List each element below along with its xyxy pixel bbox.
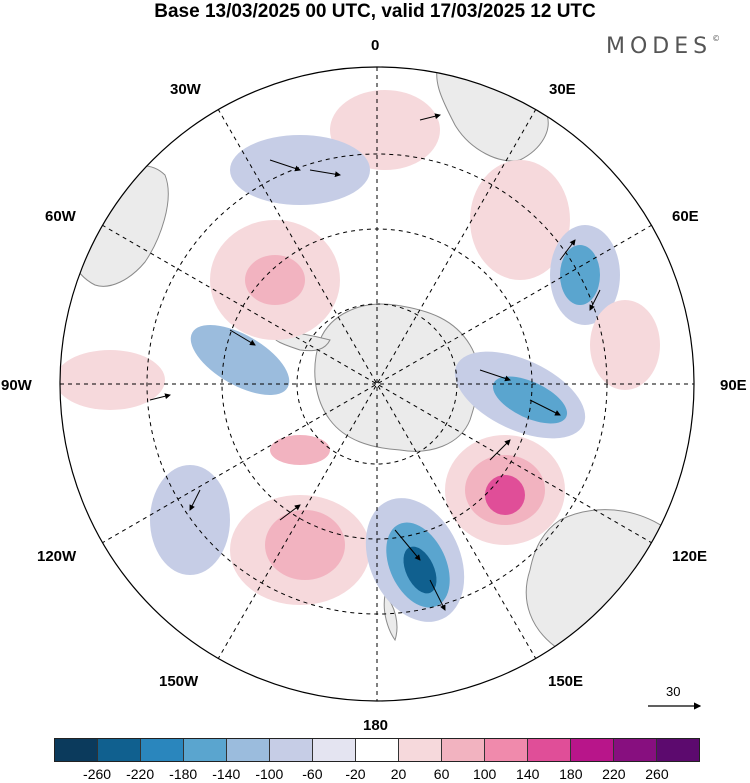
legend-swatch: [614, 739, 657, 761]
legend-tick-label: -20: [345, 766, 366, 782]
label-120e: 120E: [672, 548, 708, 565]
legend-tick-label: -60: [302, 766, 323, 782]
legend-tick-label: -180: [169, 766, 198, 782]
legend-swatch: [442, 739, 485, 761]
modes-logo: MODES©: [606, 34, 720, 59]
legend-tick-label: 140: [516, 766, 540, 782]
antarctica: [314, 303, 480, 452]
chart-title: Base 13/03/2025 00 UTC, valid 17/03/2025…: [154, 1, 596, 22]
legend-swatch: [55, 739, 98, 761]
legend-ticks: -260 -220 -180 -140 -100 -60 -20 20 60 100 140 180 2…: [54, 766, 700, 783]
legend-swatch: [399, 739, 442, 761]
label-0: 0: [371, 37, 380, 54]
label-120w: 120W: [37, 548, 77, 565]
legend-tick-label: 220: [602, 766, 626, 782]
legend-tick-label: 100: [472, 766, 497, 782]
legend-tick-label: 60: [433, 766, 450, 782]
latlon-grid: [60, 67, 694, 701]
brand-mark: ©: [712, 34, 721, 43]
reference-vector-label: 30: [666, 684, 681, 699]
new-zealand: [383, 593, 398, 642]
label-180: 180: [363, 717, 389, 734]
label-150e: 150E: [548, 673, 584, 690]
legend-swatch: [141, 739, 184, 761]
legend-tick-label: -140: [212, 766, 241, 782]
australia: [525, 509, 691, 666]
legend-swatch: [184, 739, 227, 761]
label-30w: 30W: [170, 81, 201, 98]
legend-swatch: [270, 739, 313, 761]
color-legend: [54, 738, 700, 762]
label-30e: 30E: [549, 81, 576, 98]
legend-tick-label: -100: [255, 766, 284, 782]
legend-tick-label: 20: [390, 766, 407, 782]
legend-swatch: [571, 739, 614, 761]
legend-swatch: [657, 739, 699, 761]
legend-swatch: [356, 739, 399, 761]
label-60e: 60E: [672, 208, 699, 225]
legend-swatch: [485, 739, 528, 761]
legend-tick-label: 260: [645, 766, 669, 782]
legend-swatch: [313, 739, 356, 761]
legend-swatch: [528, 739, 571, 761]
legend-tick-label: -220: [126, 766, 155, 782]
legend-tick-label: -260: [83, 766, 112, 782]
label-150w: 150W: [159, 673, 199, 690]
legend-swatch: [227, 739, 270, 761]
map-border: [59, 66, 695, 702]
label-90e: 90E: [720, 377, 747, 394]
wind-vectors: [149, 113, 601, 611]
legend-swatch: [98, 739, 141, 761]
brand-text: MODES: [606, 34, 713, 59]
legend-tick-label: 180: [559, 766, 583, 782]
label-60w: 60W: [45, 208, 76, 225]
label-90w: 90W: [1, 377, 32, 394]
